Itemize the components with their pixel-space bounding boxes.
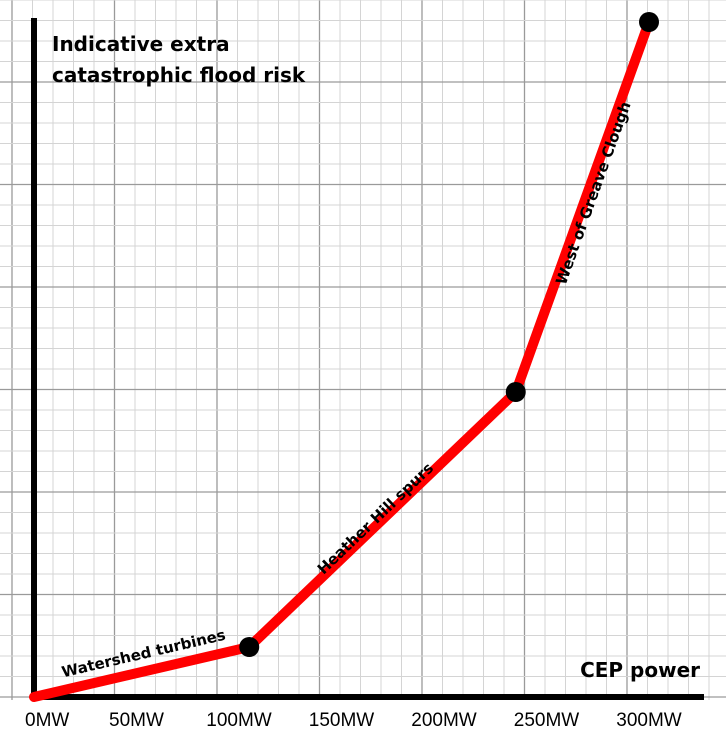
data-point-marker [639, 12, 659, 32]
x-tick-label: 50MW [109, 710, 164, 731]
x-tick-label: 0MW [25, 710, 69, 731]
x-tick-label: 100MW [206, 710, 272, 731]
data-point-marker [239, 637, 260, 657]
x-tick-labels: 0MW 50MW 100MW 150MW 200MW 250MW 300MW [25, 710, 682, 731]
markers [239, 12, 659, 657]
segment-label: West of Greave Clough [552, 99, 634, 287]
x-tick-label: 250MW [514, 710, 580, 731]
x-axis-label: CEP power [580, 658, 700, 682]
segment-label: Heather Hill spurs [314, 459, 437, 578]
data-point-marker [505, 382, 526, 402]
grid [0, 0, 726, 700]
x-tick-label: 300MW [616, 710, 682, 731]
series-line [29, 17, 654, 702]
chart-title-line-2: catastrophic flood risk [52, 63, 306, 87]
chart-title-line-1: Indicative extra [52, 32, 230, 56]
x-tick-label: 200MW [411, 710, 477, 731]
x-tick-label: 150MW [309, 710, 375, 731]
